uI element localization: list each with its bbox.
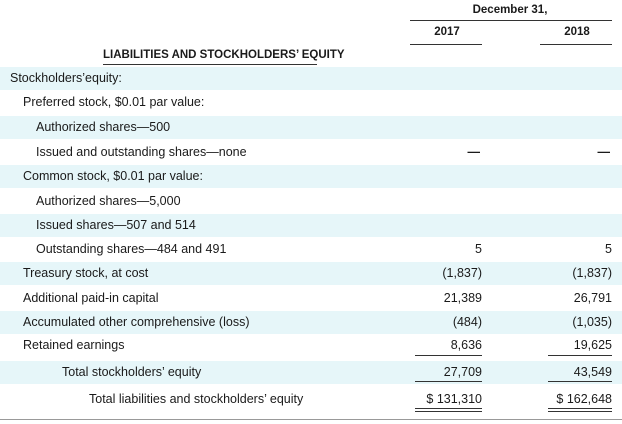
double-rule-2018-bottom [548, 411, 612, 412]
value-2018: 43,549 [573, 365, 612, 379]
value-2017: 21,389 [443, 291, 482, 305]
double-rule-2018-top [548, 408, 612, 409]
table-row: Total liabilities and stockholders’ equi… [0, 388, 622, 412]
subtotal-rule-2017 [415, 355, 482, 356]
section-title: LIABILITIES AND STOCKHOLDERS’ EQUITY [103, 49, 345, 61]
table-row: Treasury stock, at cost (1,837) (1,837) [0, 262, 622, 285]
row-label: Common stock, $0.01 par value: [23, 169, 203, 183]
row-label: Authorized shares—500 [36, 120, 171, 134]
table-row: Stockholders’equity: [0, 67, 622, 90]
period-header-rule [410, 20, 612, 21]
row-label: Additional paid-in capital [23, 291, 159, 305]
year-2017-rule [410, 44, 482, 45]
row-label: Authorized shares—5,000 [36, 194, 181, 208]
value-2017: — [467, 145, 481, 159]
table-row: Preferred stock, $0.01 par value: [0, 91, 622, 114]
subtotal-rule-2018 [548, 355, 612, 356]
year-2018-header: 2018 [564, 26, 590, 38]
row-label: Total liabilities and stockholders’ equi… [89, 392, 304, 406]
row-label: Preferred stock, $0.01 par value: [23, 95, 205, 109]
value-2018: (1,837) [572, 266, 612, 280]
row-label: Treasury stock, at cost [23, 266, 149, 280]
value-2018: (1,035) [572, 315, 612, 329]
table-row: Authorized shares—500 [0, 116, 622, 139]
value-2018: 26,791 [573, 291, 612, 305]
value-2017: 8,636 [450, 338, 482, 352]
total-rule-2018 [548, 381, 612, 382]
value-2018: $ 162,648 [556, 392, 612, 406]
row-label: Retained earnings [23, 338, 125, 352]
row-label: Issued shares—507 and 514 [36, 218, 196, 232]
table-row: Accumulated other comprehensive (loss) (… [0, 311, 622, 334]
row-label: Accumulated other comprehensive (loss) [23, 315, 250, 329]
value-2018: — [597, 145, 611, 159]
section-title-rule [103, 64, 317, 65]
double-rule-2017-bottom [415, 411, 482, 412]
value-2017: (1,837) [442, 266, 482, 280]
year-2017-header: 2017 [434, 26, 460, 38]
row-label: Outstanding shares—484 and 491 [36, 242, 227, 256]
value-2017: $ 131,310 [426, 392, 482, 406]
table-bottom-rule [0, 419, 622, 420]
value-2018: 5 [605, 242, 612, 256]
table-row: Common stock, $0.01 par value: [0, 165, 622, 188]
row-label: Total stockholders’ equity [62, 365, 202, 379]
table-row: Outstanding shares—484 and 491 5 5 [0, 238, 622, 261]
double-rule-2017-top [415, 408, 482, 409]
period-header: December 31, [472, 4, 548, 16]
table-row: Authorized shares—5,000 [0, 190, 622, 213]
year-2018-rule [540, 44, 612, 45]
value-2017: 5 [475, 242, 482, 256]
row-label: Stockholders’equity: [10, 71, 122, 85]
value-2017: (484) [452, 315, 482, 329]
row-label: Issued and outstanding shares—none [36, 145, 247, 159]
value-2018: 19,625 [573, 338, 612, 352]
value-2017: 27,709 [443, 365, 482, 379]
table-row: Additional paid-in capital 21,389 26,791 [0, 287, 622, 310]
total-rule-2017 [415, 381, 482, 382]
table-row: Issued shares—507 and 514 [0, 214, 622, 237]
table-row: Issued and outstanding shares—none — — [0, 141, 622, 164]
table-row: Retained earnings 8,636 19,625 [0, 334, 622, 357]
table-row: Total stockholders’ equity 27,709 43,549 [0, 361, 622, 384]
